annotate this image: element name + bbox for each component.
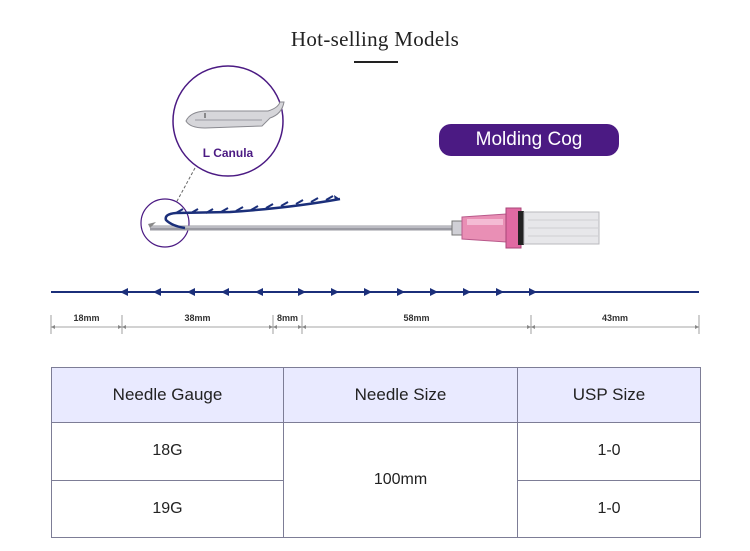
cell-usp: 1-0 (517, 422, 701, 481)
dimension-label: 8mm (276, 313, 298, 323)
title-underline (354, 61, 398, 63)
dimension-label: 38mm (184, 313, 211, 323)
zoom-label: L Canula (202, 146, 254, 160)
table-row: 18G 100mm 1-0 (51, 422, 701, 538)
specs-table: Needle Gauge Needle Size USP Size 18G 10… (51, 367, 701, 538)
header-usp-size: USP Size (517, 367, 701, 423)
dimension-line (50, 315, 700, 334)
cell-usp: 1-0 (517, 479, 701, 538)
dimension-label: 43mm (601, 313, 628, 323)
page-title: Hot-selling Models (290, 27, 460, 51)
thread-on-needle (164, 195, 341, 230)
tip-circle (140, 198, 190, 248)
header-needle-gauge: Needle Gauge (51, 367, 284, 423)
header-needle-size: Needle Size (283, 367, 518, 423)
leader-line (175, 167, 196, 204)
needle-hub (451, 207, 600, 249)
cannula-tip-detail (185, 101, 285, 129)
cell-needle-size: 100mm (283, 422, 518, 538)
thread-line (51, 288, 699, 296)
dimension-label: 18mm (73, 313, 100, 323)
cell-gauge: 18G (51, 422, 284, 481)
table-header-row: Needle Gauge Needle Size USP Size (51, 367, 701, 423)
needle (148, 222, 452, 231)
molding-cog-badge: Molding Cog (439, 124, 619, 156)
cell-gauge: 19G (51, 479, 284, 538)
table-row: 19G 1-0 (51, 479, 701, 538)
dimension-label: 58mm (403, 313, 430, 323)
